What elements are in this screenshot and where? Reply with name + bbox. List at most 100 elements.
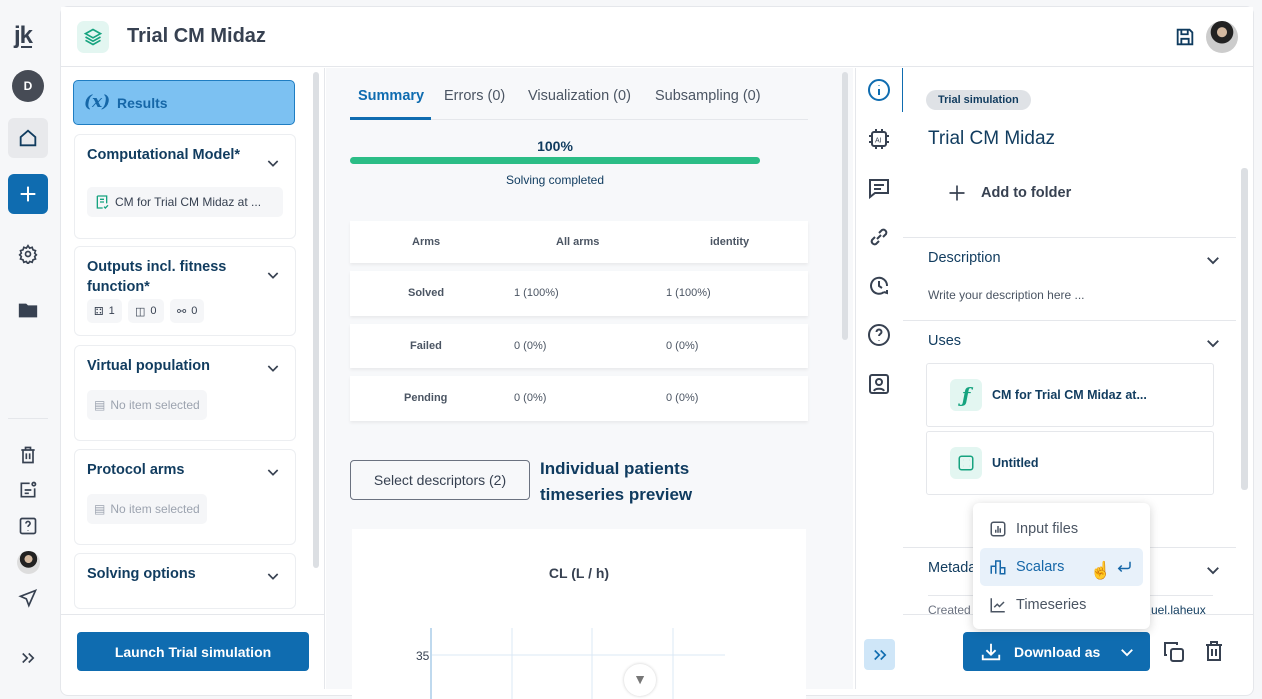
unknown-file-icon: ▤ bbox=[94, 502, 106, 516]
description-label: Description bbox=[928, 250, 1001, 266]
cell: 0 (0%) bbox=[666, 392, 699, 404]
uses-item-name: Untitled bbox=[992, 456, 1039, 470]
created-label: Created bbox=[928, 603, 971, 617]
home-icon[interactable] bbox=[8, 118, 48, 158]
history-icon[interactable] bbox=[867, 274, 891, 298]
row-label: Pending bbox=[404, 392, 448, 404]
save-icon[interactable] bbox=[1174, 26, 1196, 48]
help-circle-icon[interactable] bbox=[867, 323, 891, 347]
uses-item[interactable]: ƒ CM for Trial CM Midaz at... bbox=[926, 363, 1214, 427]
left-panel: (x) Results Computational Model* CM for … bbox=[61, 68, 325, 689]
type-badge: Trial simulation bbox=[926, 90, 1031, 110]
info-icon[interactable] bbox=[867, 78, 891, 102]
section-computational-model[interactable]: Computational Model* CM for Trial CM Mid… bbox=[74, 134, 296, 239]
menu-item-scalars[interactable]: Scalars ☝ bbox=[980, 548, 1143, 586]
tab-errors[interactable]: Errors (0) bbox=[444, 88, 506, 104]
chevron-down-icon[interactable] bbox=[1204, 334, 1222, 352]
add-to-folder-button[interactable]: Add to folder bbox=[947, 183, 1071, 203]
scalar-icon: ⚃ bbox=[94, 305, 104, 318]
expand-rail-icon[interactable] bbox=[8, 638, 48, 678]
chip-label: CM for Trial CM Midaz at ... bbox=[115, 195, 262, 209]
created-by: uel.laheux bbox=[1151, 603, 1206, 617]
section-protocol-arms[interactable]: Protocol arms ▤ No item selected bbox=[74, 449, 296, 545]
section-virtual-population[interactable]: Virtual population ▤ No item selected bbox=[74, 345, 296, 441]
trash-icon[interactable] bbox=[1202, 639, 1226, 663]
tab-subsampling[interactable]: Subsampling (0) bbox=[655, 88, 761, 104]
description-input[interactable]: Write your description here ... bbox=[928, 288, 1085, 302]
launch-simulation-button[interactable]: Launch Trial simulation bbox=[77, 632, 309, 671]
right-scrollbar[interactable] bbox=[1241, 168, 1248, 490]
menu-item-timeseries[interactable]: Timeseries bbox=[980, 586, 1143, 624]
folder-icon[interactable] bbox=[8, 290, 48, 330]
app-rail: jk D bbox=[0, 0, 60, 689]
select-descriptors-button[interactable]: Select descriptors (2) bbox=[350, 460, 530, 500]
comment-icon[interactable] bbox=[867, 176, 891, 200]
section-outputs[interactable]: Outputs incl. fitness function* ⚃ 1 ◫ 0 ⚯ 0 bbox=[74, 246, 296, 336]
chevron-down-icon[interactable] bbox=[265, 568, 281, 584]
chevron-down-icon[interactable] bbox=[1204, 251, 1222, 269]
y-tick-label: 35 bbox=[416, 649, 430, 663]
gear-icon[interactable] bbox=[8, 234, 48, 274]
trash-icon[interactable] bbox=[8, 435, 48, 475]
plus-icon[interactable] bbox=[8, 174, 48, 214]
bar-chart-icon bbox=[990, 560, 1006, 575]
notes-notification-icon[interactable] bbox=[8, 470, 48, 510]
chevron-down-icon[interactable] bbox=[265, 464, 281, 480]
chevron-down-icon[interactable] bbox=[265, 360, 281, 376]
section-title: Protocol arms bbox=[87, 462, 185, 478]
section-title: Computational Model* bbox=[87, 147, 241, 163]
download-as-button[interactable]: Download as bbox=[963, 632, 1150, 671]
page-title: Trial CM Midaz bbox=[127, 25, 266, 47]
menu-item-label: Scalars bbox=[1016, 559, 1065, 575]
progress-status: Solving completed bbox=[505, 173, 605, 187]
download-menu: Input files Scalars ☝ Timeseries bbox=[973, 503, 1150, 629]
scroll-down-icon[interactable]: ▼ bbox=[624, 664, 656, 696]
table-row: Pending 0 (0%) 0 (0%) bbox=[350, 376, 808, 421]
user-initial-avatar[interactable]: D bbox=[12, 70, 44, 102]
report-icon bbox=[990, 521, 1006, 537]
chevron-down-icon bbox=[1121, 648, 1134, 656]
tab-summary[interactable]: Summary bbox=[358, 88, 425, 104]
chart-container: CL (L / h) 35 ▼ bbox=[352, 529, 806, 699]
tab-visualization[interactable]: Visualization (0) bbox=[528, 88, 631, 104]
count: 1 bbox=[108, 305, 115, 317]
computational-model-chip[interactable]: CM for Trial CM Midaz at ... bbox=[87, 187, 283, 217]
send-icon[interactable] bbox=[8, 578, 48, 618]
function-icon: ƒ bbox=[950, 379, 982, 411]
uses-item-name: CM for Trial CM Midaz at... bbox=[992, 388, 1147, 402]
tabs-underline bbox=[350, 119, 808, 120]
expand-panel-icon[interactable] bbox=[864, 639, 895, 670]
center-scrollbar[interactable] bbox=[842, 72, 848, 340]
uses-item[interactable]: Untitled bbox=[926, 431, 1214, 495]
user-avatar[interactable] bbox=[1206, 21, 1238, 53]
chevron-down-icon[interactable] bbox=[265, 267, 281, 283]
link-icon[interactable] bbox=[867, 225, 891, 249]
download-label: Download as bbox=[1014, 643, 1101, 660]
results-button[interactable]: (x) Results bbox=[73, 80, 295, 125]
section-title: Outputs incl. fitness function* bbox=[87, 259, 227, 295]
results-label: Results bbox=[117, 95, 168, 111]
enter-key-icon bbox=[1117, 561, 1131, 573]
unknown-file-icon: ▤ bbox=[94, 398, 106, 412]
details-title[interactable]: Trial CM Midaz bbox=[928, 128, 1056, 149]
copy-icon[interactable] bbox=[1162, 640, 1186, 664]
progress-percent: 100% bbox=[537, 138, 573, 154]
section-title: Solving options bbox=[87, 566, 196, 582]
table-icon: ◫ bbox=[135, 305, 146, 318]
user-avatar[interactable] bbox=[17, 551, 40, 574]
column-header: All arms bbox=[556, 236, 600, 248]
layers-icon bbox=[77, 21, 109, 53]
chevron-down-icon[interactable] bbox=[265, 155, 281, 171]
chevron-down-icon[interactable] bbox=[1204, 561, 1222, 579]
plus-icon bbox=[949, 185, 965, 201]
ai-chip-icon[interactable]: AI bbox=[867, 127, 891, 151]
menu-item-label: Timeseries bbox=[1016, 597, 1087, 613]
download-icon bbox=[981, 643, 1001, 660]
empty-chip: ▤ No item selected bbox=[87, 494, 207, 524]
section-solving-options[interactable]: Solving options bbox=[74, 553, 296, 609]
help-icon[interactable] bbox=[8, 506, 48, 546]
chart-plot bbox=[430, 628, 725, 699]
menu-item-input-files[interactable]: Input files bbox=[980, 510, 1143, 548]
left-scrollbar[interactable] bbox=[313, 72, 319, 568]
user-card-icon[interactable] bbox=[867, 372, 891, 396]
